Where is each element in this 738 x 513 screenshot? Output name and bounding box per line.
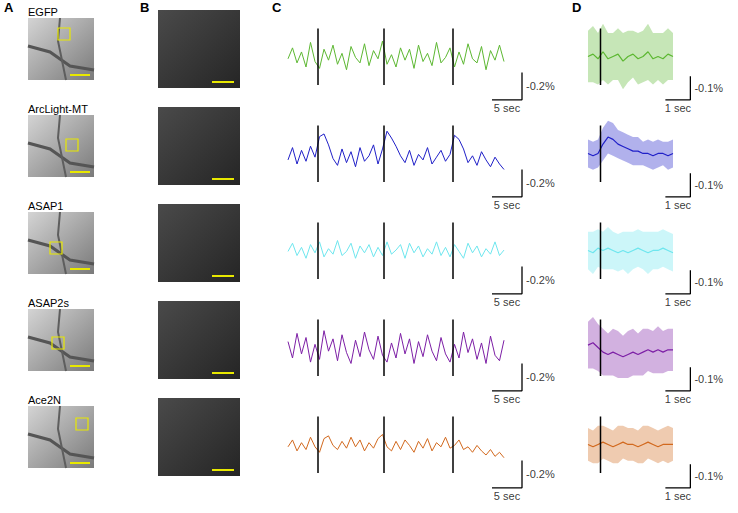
- svg-text:-0.2%: -0.2%: [526, 80, 555, 92]
- svg-text:D: D: [572, 0, 581, 15]
- svg-text:5 sec: 5 sec: [494, 199, 521, 211]
- svg-text:1 sec: 1 sec: [665, 393, 692, 405]
- svg-text:C: C: [272, 0, 282, 15]
- svg-text:ArcLight-MT: ArcLight-MT: [28, 103, 88, 115]
- svg-text:5 sec: 5 sec: [494, 102, 521, 114]
- svg-text:1 sec: 1 sec: [665, 296, 692, 308]
- svg-text:A: A: [4, 0, 14, 15]
- svg-text:-0.1%: -0.1%: [694, 179, 723, 191]
- svg-text:1 sec: 1 sec: [665, 102, 692, 114]
- svg-text:1 sec: 1 sec: [665, 490, 692, 502]
- svg-text:ASAP1: ASAP1: [28, 200, 63, 212]
- svg-text:5 sec: 5 sec: [494, 296, 521, 308]
- svg-text:-0.1%: -0.1%: [694, 82, 723, 94]
- svg-text:-0.1%: -0.1%: [694, 373, 723, 385]
- svg-text:EGFP: EGFP: [28, 6, 58, 18]
- svg-text:-0.2%: -0.2%: [526, 177, 555, 189]
- svg-text:-0.1%: -0.1%: [694, 470, 723, 482]
- svg-text:5 sec: 5 sec: [494, 490, 521, 502]
- svg-text:5 sec: 5 sec: [494, 393, 521, 405]
- svg-text:-0.1%: -0.1%: [694, 276, 723, 288]
- svg-text:ASAP2s: ASAP2s: [28, 297, 69, 309]
- svg-text:-0.2%: -0.2%: [526, 468, 555, 480]
- svg-text:-0.2%: -0.2%: [526, 274, 555, 286]
- svg-text:Ace2N: Ace2N: [28, 394, 61, 406]
- svg-text:1 sec: 1 sec: [665, 199, 692, 211]
- svg-text:B: B: [140, 0, 149, 15]
- svg-text:-0.2%: -0.2%: [526, 371, 555, 383]
